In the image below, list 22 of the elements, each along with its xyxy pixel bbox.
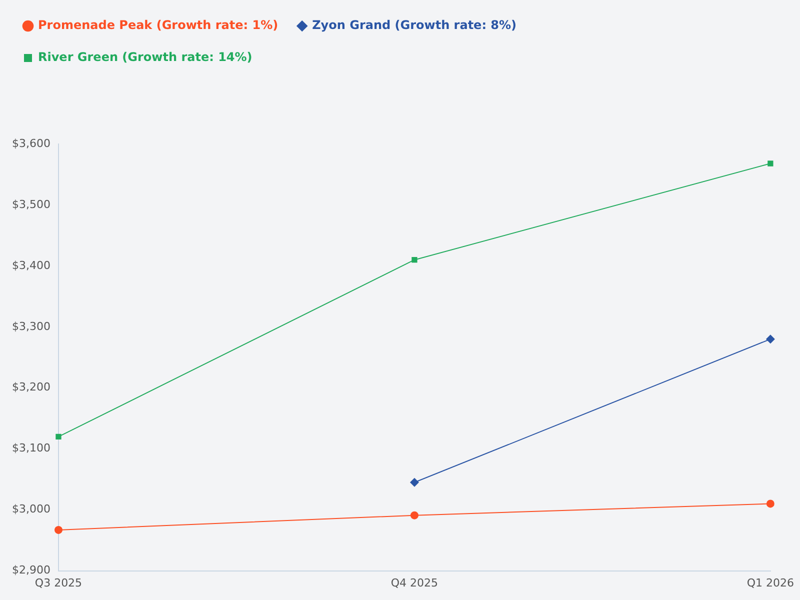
x-tick-label: Q1 2026 — [746, 576, 794, 590]
point — [410, 478, 419, 487]
x-tick-label: Q3 2025 — [34, 576, 82, 590]
y-tick-label: $3,000 — [12, 502, 50, 516]
x-tick-label: Q4 2025 — [390, 576, 438, 590]
legend-label: Zyon Grand (Growth rate: 8%) — [312, 18, 517, 32]
y-tick-label: $3,400 — [12, 258, 50, 272]
point — [410, 511, 418, 520]
point — [768, 160, 774, 166]
y-tick-label: $3,100 — [12, 442, 50, 455]
legend-label: Promenade Peak (Growth rate: 1%) — [38, 18, 278, 32]
y-tick-label: $3,600 — [12, 136, 50, 150]
y-tick-label: $2,900 — [12, 564, 50, 577]
point — [412, 257, 418, 263]
point — [766, 500, 774, 508]
y-tick-label: $3,300 — [12, 320, 50, 333]
point — [766, 334, 775, 344]
y-tick-label: $3,500 — [12, 198, 50, 211]
point — [54, 526, 62, 534]
point — [56, 434, 62, 440]
legend-label: River Green (Growth rate: 14%) — [38, 50, 252, 64]
y-tick-label: $3,200 — [12, 380, 50, 394]
